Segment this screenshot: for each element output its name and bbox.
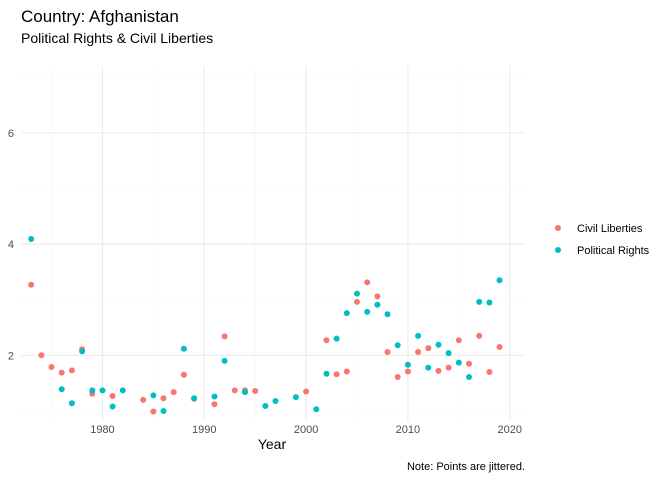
data-point — [343, 368, 350, 375]
legend-label: Civil Liberties — [577, 223, 643, 235]
data-point — [404, 361, 411, 368]
x-tick-label: 2020 — [497, 424, 521, 436]
legend-key — [555, 247, 561, 253]
y-tick-label: 6 — [8, 128, 14, 140]
data-point — [333, 335, 340, 342]
data-point — [435, 341, 442, 348]
data-point — [435, 367, 442, 374]
data-point — [252, 388, 259, 394]
data-point — [384, 311, 391, 318]
data-point — [455, 337, 462, 344]
data-point — [99, 387, 106, 394]
data-point — [476, 298, 483, 305]
data-point — [38, 352, 45, 359]
data-point — [466, 360, 472, 367]
data-point — [119, 387, 126, 394]
x-tick-label: 1990 — [192, 424, 216, 436]
legend-key — [555, 225, 561, 231]
data-point — [476, 332, 483, 339]
data-point — [496, 344, 503, 350]
data-point — [28, 281, 35, 288]
data-point — [384, 349, 391, 355]
data-point — [68, 400, 75, 407]
data-point — [486, 299, 493, 306]
data-point — [58, 369, 65, 376]
y-tick-label: 2 — [8, 350, 14, 362]
data-point — [89, 387, 96, 394]
data-point — [415, 332, 422, 339]
data-point — [272, 398, 279, 404]
data-point — [211, 401, 218, 408]
data-point — [303, 388, 310, 395]
data-point — [323, 370, 330, 377]
data-points — [28, 236, 503, 415]
axis-ticks: 1980 1990 2000 2010 2020 2 4 6 — [8, 128, 522, 436]
data-point — [354, 298, 360, 305]
legend-label: Political Rights — [577, 245, 650, 257]
data-point — [109, 393, 116, 399]
series-political-rights — [28, 236, 503, 414]
data-point — [343, 310, 350, 317]
data-point — [160, 408, 167, 414]
data-point — [496, 277, 503, 284]
data-point — [445, 350, 452, 357]
data-point — [68, 367, 75, 374]
data-point — [364, 279, 371, 286]
data-point — [221, 357, 228, 364]
data-point — [28, 236, 35, 242]
data-point — [180, 371, 187, 378]
x-tick-label: 2010 — [396, 424, 420, 436]
data-point — [221, 333, 228, 340]
x-axis-title: Year — [258, 436, 287, 452]
data-point — [191, 395, 198, 402]
data-point — [323, 337, 330, 344]
data-point — [48, 364, 55, 370]
data-point — [242, 389, 248, 396]
data-point — [170, 389, 177, 396]
data-point — [354, 290, 360, 297]
data-point — [262, 403, 269, 409]
data-point — [58, 386, 65, 393]
data-point — [292, 394, 299, 401]
data-point — [313, 406, 320, 413]
data-point — [425, 345, 432, 352]
data-point — [109, 403, 116, 410]
chart-caption: Note: Points are jittered. — [407, 461, 525, 473]
legend: Civil Liberties Political Rights — [555, 223, 650, 257]
x-tick-label: 2000 — [294, 424, 318, 436]
data-point — [466, 374, 472, 380]
data-point — [211, 393, 218, 400]
data-point — [415, 349, 422, 355]
data-point — [140, 396, 147, 403]
data-point — [374, 301, 381, 308]
data-point — [445, 364, 452, 371]
data-point — [150, 408, 157, 415]
y-tick-label: 4 — [8, 239, 14, 251]
data-point — [394, 342, 401, 349]
chart-title: Country: Afghanistan — [21, 7, 179, 26]
data-point — [160, 395, 167, 402]
data-point — [486, 369, 493, 375]
data-point — [79, 348, 86, 355]
x-tick-label: 1980 — [90, 424, 114, 436]
data-point — [455, 359, 462, 366]
data-point — [404, 368, 411, 375]
data-point — [394, 374, 401, 380]
data-point — [180, 345, 187, 352]
data-point — [333, 371, 340, 378]
data-point — [231, 387, 238, 394]
chart-subtitle: Political Rights & Civil Liberties — [21, 30, 213, 46]
data-point — [374, 293, 381, 300]
data-point — [364, 308, 371, 315]
data-point — [150, 392, 157, 399]
data-point — [425, 364, 432, 371]
